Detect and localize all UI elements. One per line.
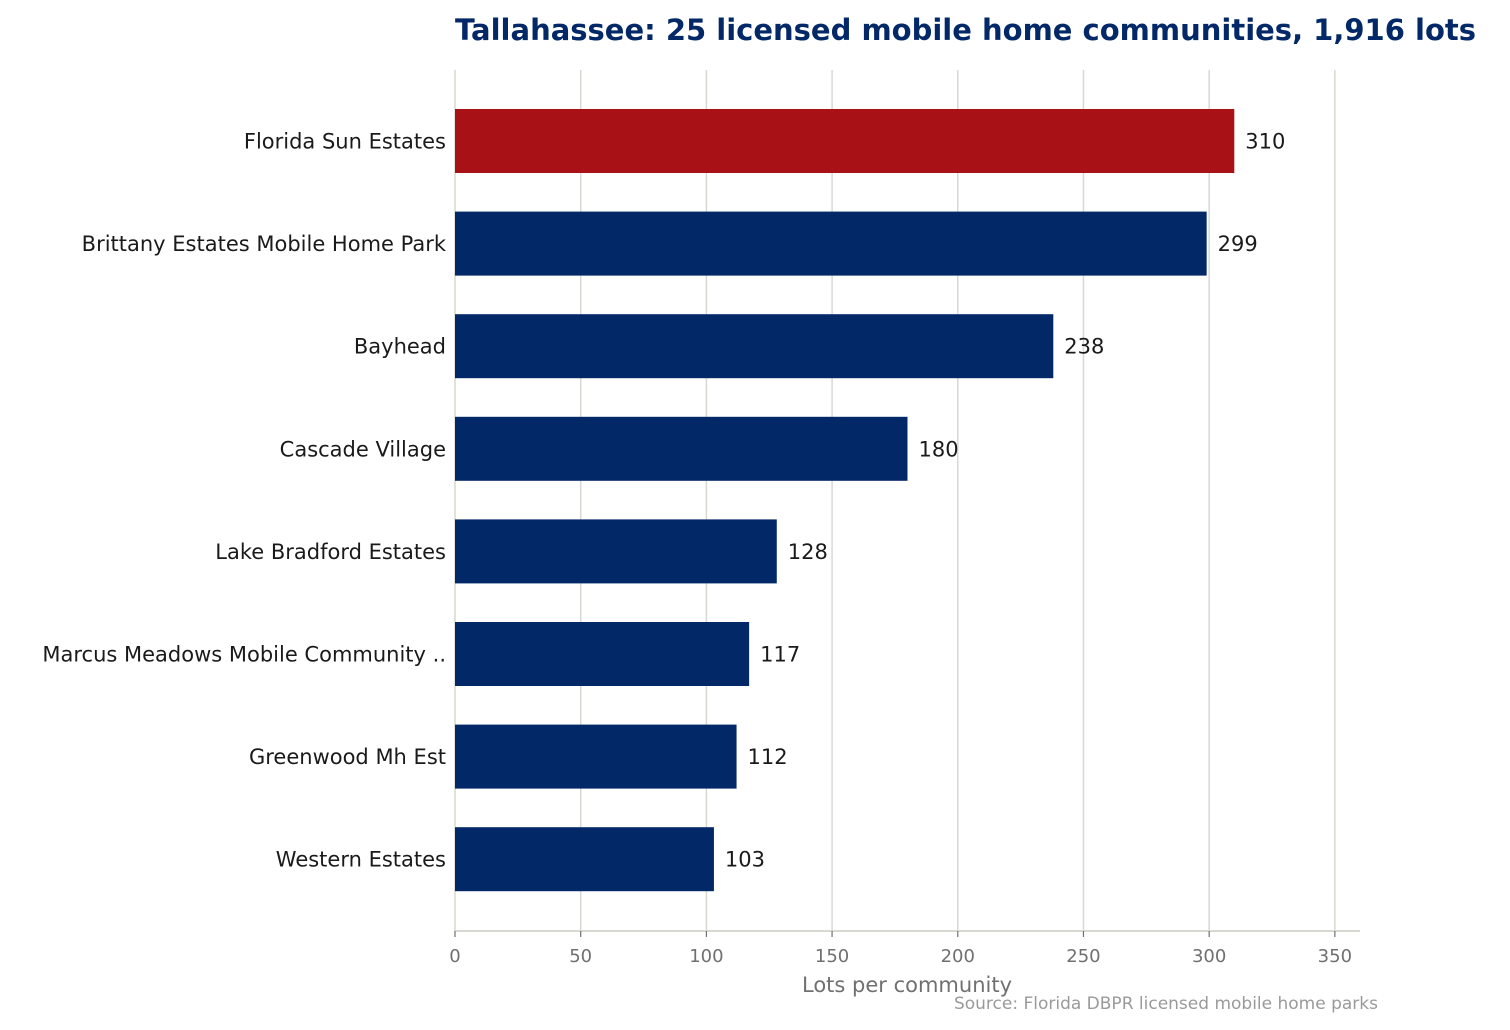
- category-label: Western Estates: [276, 848, 446, 872]
- x-axis-ticks: 0 50 100 150 200 250 300 350: [449, 931, 1352, 967]
- tick-label: 200: [941, 946, 975, 967]
- bar: [455, 314, 1054, 379]
- gridlines: [454, 70, 1336, 931]
- bar: [455, 416, 908, 481]
- bar: [455, 211, 1207, 276]
- value-label: 112: [748, 745, 788, 769]
- tick-label: 350: [1318, 946, 1352, 967]
- source-note: Source: Florida DBPR licensed mobile hom…: [954, 994, 1378, 1014]
- bar: [455, 109, 1235, 173]
- category-labels: Florida Sun Estates Brittany Estates Mobi…: [42, 130, 446, 872]
- value-label: 299: [1218, 232, 1258, 256]
- value-label: 238: [1064, 335, 1104, 359]
- category-label: Brittany Estates Mobile Home Park: [82, 232, 447, 256]
- category-label: Florida Sun Estates: [244, 130, 446, 154]
- value-label: 180: [919, 437, 959, 461]
- x-axis-title: Lots per community: [802, 973, 1012, 997]
- bar: [455, 724, 737, 789]
- chart-title: Tallahassee: 25 licensed mobile home com…: [455, 13, 1476, 47]
- value-label: 117: [760, 643, 800, 667]
- bar: [455, 622, 750, 686]
- category-label: Greenwood Mh Est: [249, 745, 446, 769]
- tick-label: 250: [1066, 946, 1100, 967]
- bars: [455, 109, 1235, 892]
- tick-label: 0: [449, 946, 460, 967]
- value-labels: 310 299 238 180 128 117 112 103: [725, 130, 1285, 872]
- bar: [455, 827, 714, 892]
- value-label: 310: [1245, 130, 1285, 154]
- value-label: 128: [788, 540, 828, 564]
- tick-label: 300: [1192, 946, 1226, 967]
- value-label: 103: [725, 848, 765, 872]
- category-label: Bayhead: [354, 335, 446, 359]
- category-label: Lake Bradford Estates: [215, 540, 446, 564]
- tick-label: 100: [689, 946, 723, 967]
- category-label: Marcus Meadows Mobile Community ..: [42, 643, 446, 667]
- tick-label: 50: [569, 946, 592, 967]
- category-label: Cascade Village: [280, 437, 446, 461]
- bar: [455, 519, 777, 584]
- tick-label: 150: [815, 946, 849, 967]
